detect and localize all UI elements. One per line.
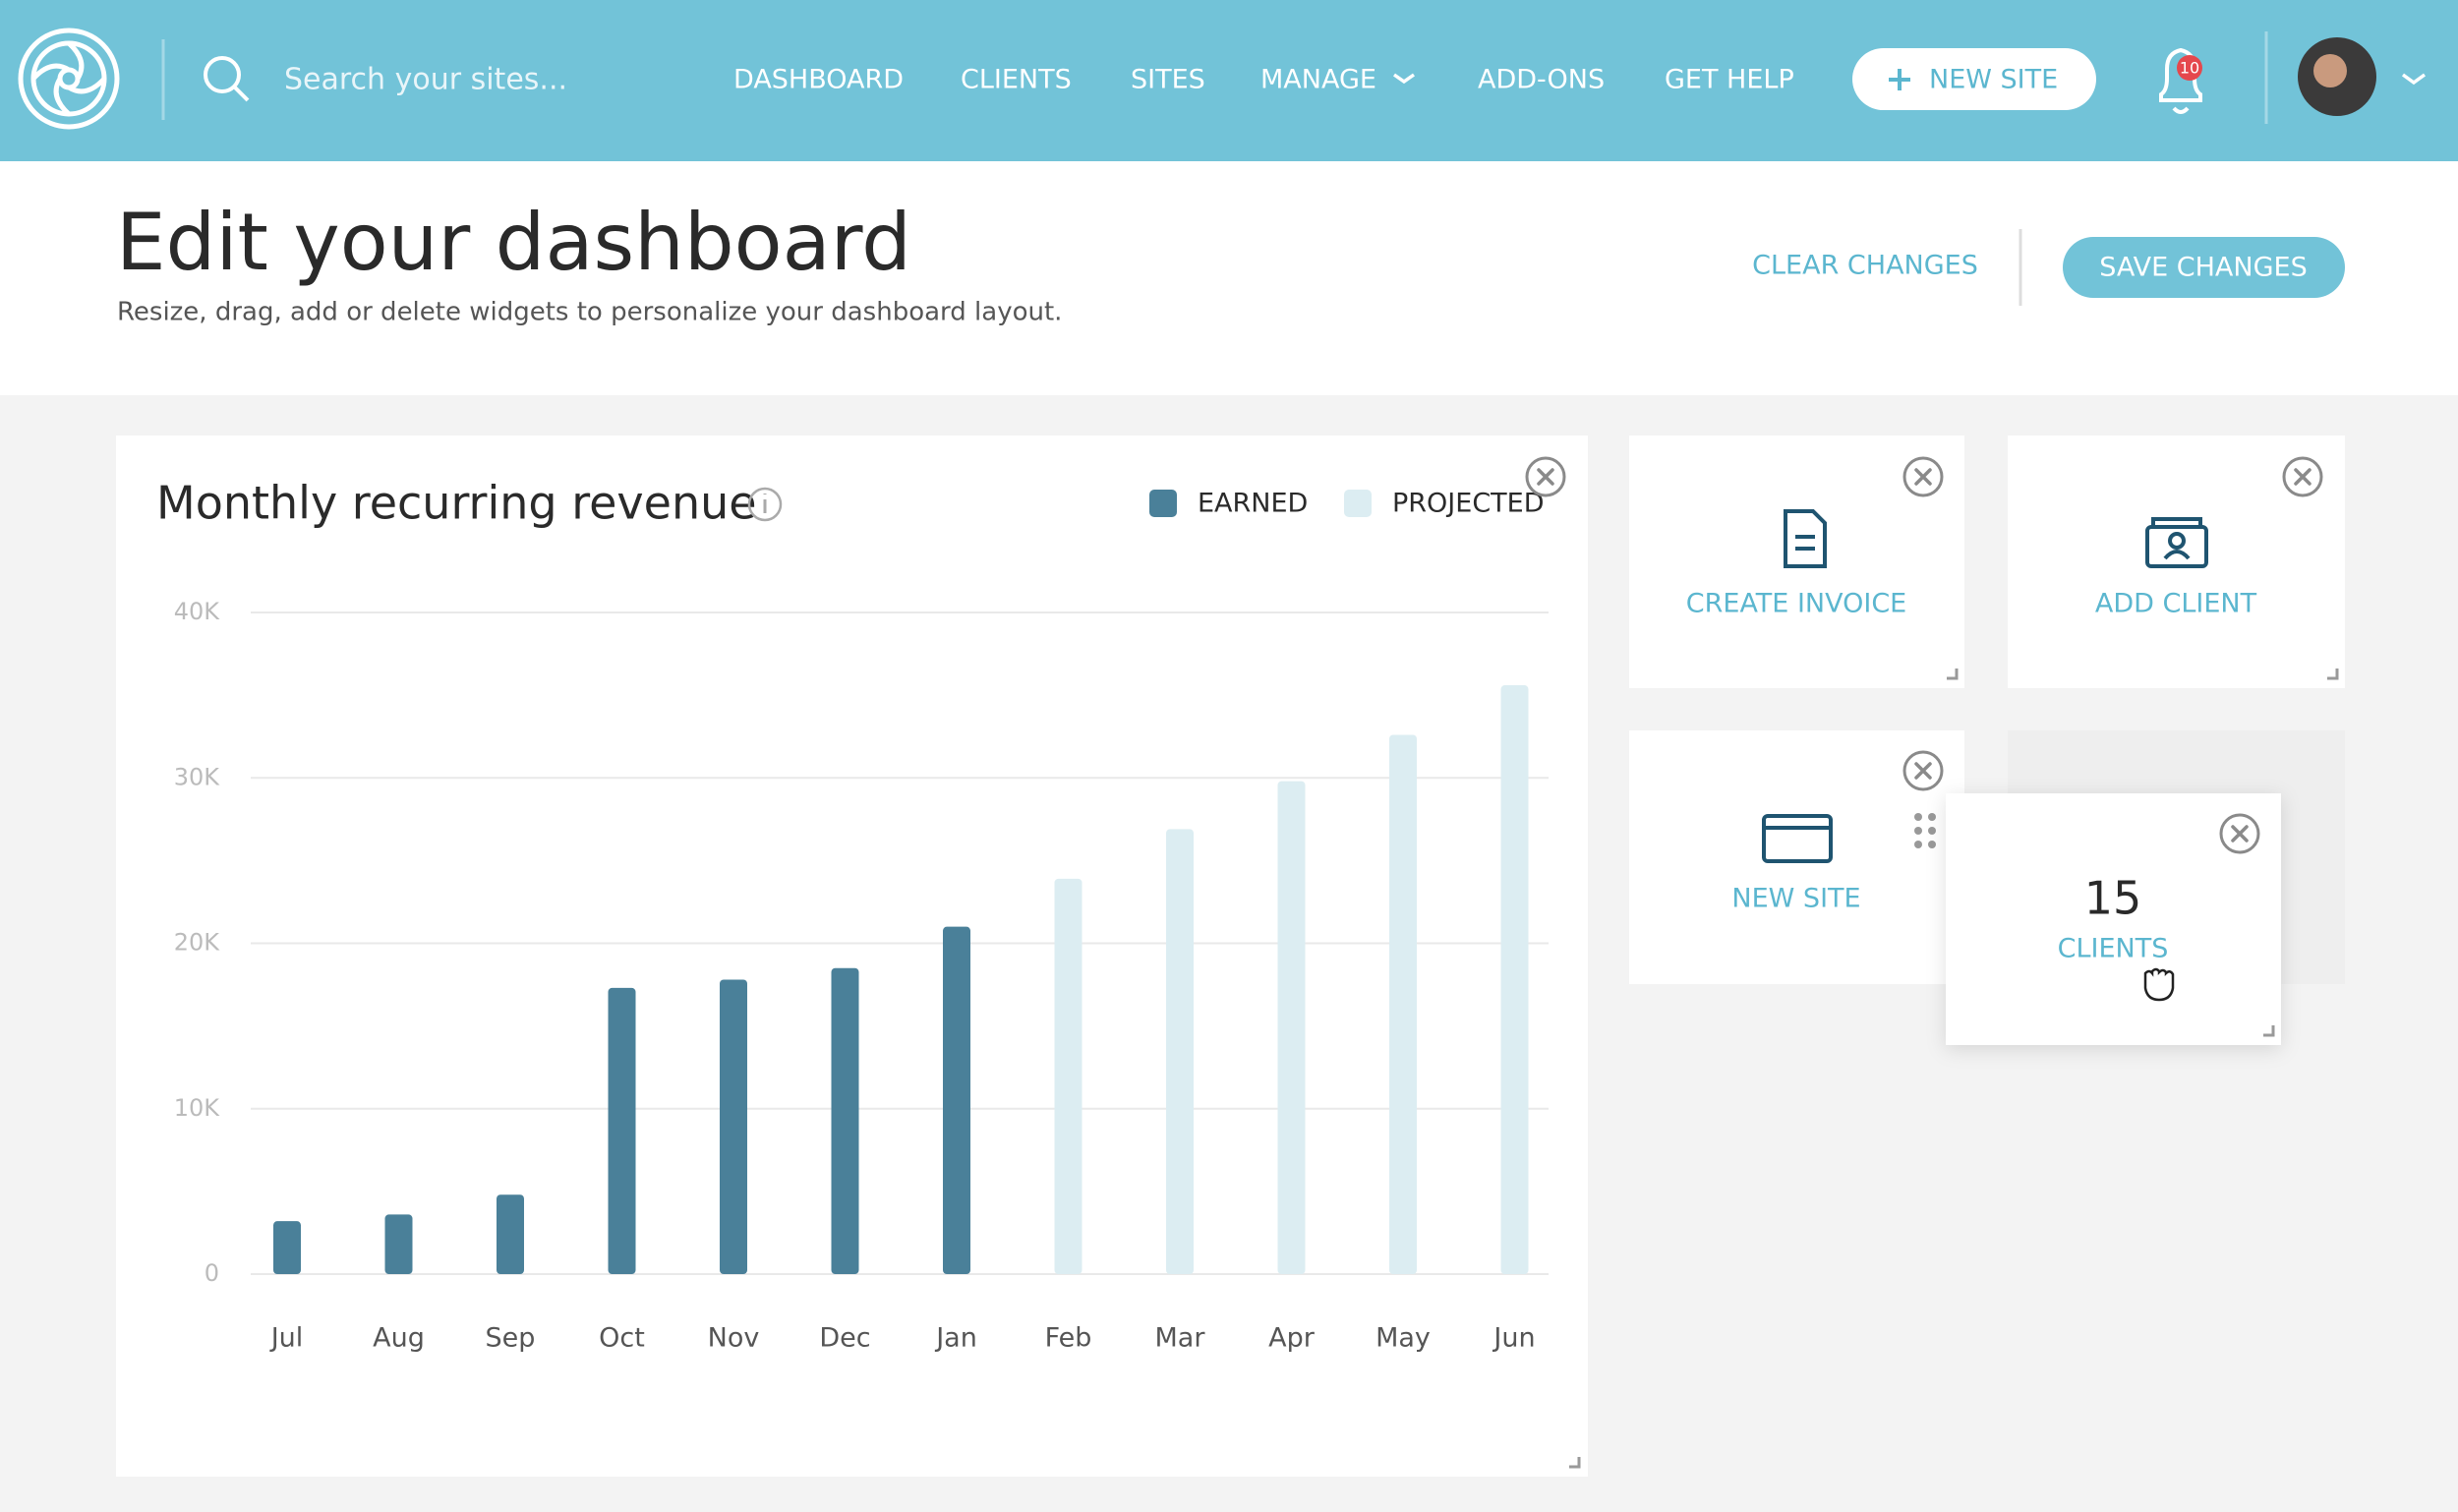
- nav-item[interactable]: MANAGE: [1260, 65, 1376, 95]
- x-tick-label: Jun: [1492, 1323, 1535, 1354]
- notification-badge: [2177, 55, 2202, 81]
- notification-count: 10: [2180, 59, 2199, 78]
- resize-handle[interactable]: [2263, 1025, 2275, 1037]
- x-tick-label: Oct: [599, 1323, 645, 1354]
- drag-handle[interactable]: [1914, 813, 1936, 848]
- resize-handle[interactable]: [1569, 1457, 1581, 1469]
- x-tick-label: Nov: [708, 1323, 760, 1354]
- bar[interactable]: [1054, 878, 1083, 1274]
- dropdown-chevron[interactable]: [1392, 73, 1416, 85]
- client-icon: [2145, 517, 2208, 568]
- y-tick-label: 20K: [174, 929, 221, 957]
- y-tick-label: 10K: [174, 1094, 221, 1122]
- x-tick-label: Jan: [934, 1323, 977, 1354]
- bar[interactable]: [720, 979, 747, 1274]
- save-changes-label[interactable]: SAVE CHANGES: [2099, 253, 2307, 283]
- clear-changes-button[interactable]: CLEAR CHANGES: [1752, 251, 1978, 281]
- resize-handle[interactable]: [1947, 669, 1959, 680]
- bar[interactable]: [831, 967, 859, 1274]
- page-subtitle: Resize, drag, add or delete widgets to p…: [117, 298, 1062, 327]
- plus-icon: [1889, 69, 1910, 90]
- nav-item[interactable]: GET HELP: [1665, 65, 1794, 95]
- grab-cursor: [2143, 967, 2175, 1002]
- x-tick-label: Sep: [486, 1323, 536, 1354]
- bar[interactable]: [1500, 685, 1529, 1274]
- x-tick-label: Apr: [1268, 1323, 1316, 1354]
- bar[interactable]: [943, 926, 970, 1274]
- bell-icon[interactable]: [2159, 47, 2202, 114]
- close-widget[interactable]: [1902, 456, 1944, 497]
- chart-widget[interactable]: [116, 436, 1588, 1477]
- legend-swatch: [1344, 490, 1372, 517]
- info-icon[interactable]: [747, 487, 783, 522]
- x-tick-label: Mar: [1155, 1323, 1206, 1354]
- search-icon[interactable]: [204, 56, 250, 102]
- avatar-face: [2313, 54, 2347, 87]
- legend-swatch: [1149, 490, 1177, 517]
- widget-label[interactable]: CLIENTS: [2058, 934, 2169, 964]
- y-tick-label: 40K: [174, 598, 221, 625]
- widget-label[interactable]: ADD CLIENT: [2095, 589, 2257, 619]
- widget-label[interactable]: NEW SITE: [1731, 884, 1860, 914]
- y-tick-label: 30K: [174, 763, 221, 790]
- new-site-button[interactable]: [1852, 48, 2096, 110]
- x-tick-label: Jul: [269, 1323, 304, 1354]
- close-widget[interactable]: [2282, 456, 2323, 497]
- invoice-icon: [1784, 509, 1827, 568]
- close-widget[interactable]: [1525, 456, 1566, 497]
- bar[interactable]: [1389, 734, 1417, 1274]
- clients-count: 15: [2084, 872, 2142, 925]
- bar[interactable]: [1277, 781, 1306, 1274]
- save-changes-button[interactable]: [2063, 237, 2345, 298]
- bar[interactable]: [1166, 829, 1194, 1274]
- x-tick-label: May: [1375, 1323, 1431, 1354]
- new-site-button-label[interactable]: NEW SITE: [1929, 65, 2058, 95]
- nav-item[interactable]: SITES: [1131, 65, 1205, 95]
- resize-handle[interactable]: [2327, 669, 2339, 680]
- close-widget[interactable]: [1902, 750, 1944, 791]
- account-chevron[interactable]: [2401, 73, 2427, 86]
- y-tick-label: 0: [205, 1259, 219, 1287]
- bar[interactable]: [384, 1214, 413, 1274]
- bar[interactable]: [273, 1221, 301, 1274]
- close-widget[interactable]: [2219, 813, 2260, 854]
- nav-item[interactable]: CLIENTS: [961, 65, 1072, 95]
- nav-item[interactable]: DASHBOARD: [733, 65, 904, 95]
- x-tick-label: Feb: [1045, 1323, 1092, 1354]
- legend-label: PROJECTED: [1392, 489, 1545, 519]
- search-input[interactable]: Search your sites...: [284, 63, 567, 97]
- page-title: Edit your dashboard: [116, 197, 911, 288]
- x-tick-label: Aug: [373, 1323, 425, 1354]
- chart-title: Monthly recurring revenue: [156, 477, 757, 530]
- logo[interactable]: [18, 28, 120, 130]
- site-icon: [1762, 814, 1833, 863]
- header: [0, 161, 2458, 395]
- widget-label[interactable]: CREATE INVOICE: [1686, 589, 1906, 619]
- x-tick-label: Dec: [819, 1323, 870, 1354]
- nav-item[interactable]: ADD-ONS: [1478, 65, 1605, 95]
- legend-label: EARNED: [1198, 489, 1308, 519]
- bar[interactable]: [497, 1194, 524, 1274]
- bar[interactable]: [608, 987, 636, 1274]
